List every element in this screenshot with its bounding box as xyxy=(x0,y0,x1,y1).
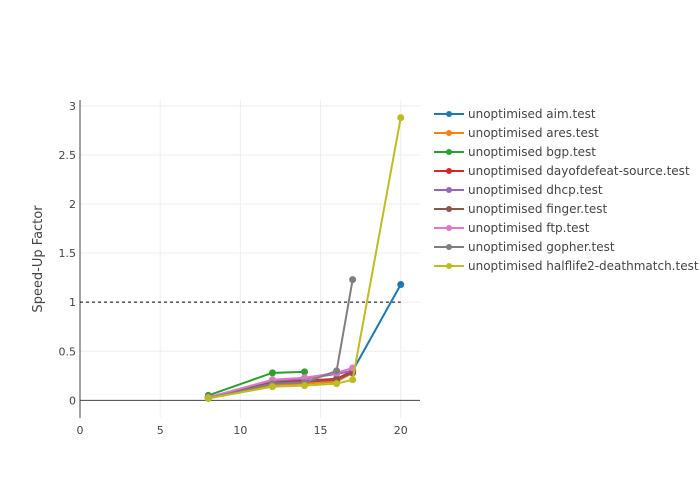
data-point[interactable] xyxy=(333,380,341,388)
legend-label: unoptimised aim.test xyxy=(468,107,596,121)
legend-label: unoptimised finger.test xyxy=(468,202,607,216)
data-point[interactable] xyxy=(268,369,276,377)
legend-item[interactable]: unoptimised aim.test xyxy=(434,107,596,121)
legend-item[interactable]: unoptimised finger.test xyxy=(434,202,607,216)
legend-item[interactable]: unoptimised ares.test xyxy=(434,126,599,140)
legend-item[interactable]: unoptimised bgp.test xyxy=(434,145,596,159)
legend-label: unoptimised dayofdefeat-source.test xyxy=(468,164,690,178)
data-point[interactable] xyxy=(204,394,212,402)
y-tick-label: 2 xyxy=(69,198,76,211)
data-point[interactable] xyxy=(333,367,341,375)
x-tick-label: 5 xyxy=(157,424,164,437)
grid xyxy=(80,100,420,418)
data-point[interactable] xyxy=(397,281,405,289)
legend-swatch-marker xyxy=(446,225,452,231)
series-line xyxy=(208,117,402,400)
x-tick-label: 20 xyxy=(394,424,408,437)
x-tick-label: 10 xyxy=(233,424,247,437)
legend-item[interactable]: unoptimised gopher.test xyxy=(434,240,615,254)
legend-swatch-marker xyxy=(446,206,452,212)
data-point[interactable] xyxy=(268,383,276,391)
legend[interactable]: unoptimised aim.test unoptimised ares.tes… xyxy=(434,107,699,273)
y-tick-label: 1 xyxy=(69,296,76,309)
y-tick-label: 0 xyxy=(69,394,76,407)
series-layer xyxy=(80,114,405,402)
legend-item[interactable]: unoptimised ftp.test xyxy=(434,221,590,235)
legend-label: unoptimised dhcp.test xyxy=(468,183,603,197)
y-tick-label: 3 xyxy=(69,100,76,113)
y-tick-label: 1.5 xyxy=(59,247,77,260)
data-point[interactable] xyxy=(301,368,309,376)
legend-swatch-marker xyxy=(446,244,452,250)
legend-label: unoptimised halflife2-deathmatch.test xyxy=(468,259,699,273)
legend-item[interactable]: unoptimised dayofdefeat-source.test xyxy=(434,164,690,178)
data-point[interactable] xyxy=(301,382,309,390)
legend-item[interactable]: unoptimised halflife2-deathmatch.test xyxy=(434,259,699,273)
data-point[interactable] xyxy=(349,376,357,384)
x-tick-label: 15 xyxy=(314,424,328,437)
legend-label: unoptimised ftp.test xyxy=(468,221,590,235)
legend-swatch-marker xyxy=(446,130,452,136)
legend-label: unoptimised ares.test xyxy=(468,126,599,140)
y-tick-label: 0.5 xyxy=(59,345,77,358)
axes: 0 5 10 15 20 0 0.5 1 1.5 2 2.5 3 xyxy=(59,100,420,437)
y-tick-label: 2.5 xyxy=(59,149,77,162)
x-tick-label: 0 xyxy=(77,424,84,437)
legend-item[interactable]: unoptimised dhcp.test xyxy=(434,183,603,197)
legend-label: unoptimised bgp.test xyxy=(468,145,596,159)
y-axis-title: Speed-Up Factor xyxy=(31,205,46,313)
series-8 xyxy=(204,114,405,402)
legend-swatch-marker xyxy=(446,111,452,117)
legend-swatch-marker xyxy=(446,263,452,269)
data-point[interactable] xyxy=(397,114,405,122)
data-point[interactable] xyxy=(349,276,357,284)
legend-swatch-marker xyxy=(446,187,452,193)
legend-swatch-marker xyxy=(446,168,452,174)
legend-label: unoptimised gopher.test xyxy=(468,240,615,254)
legend-swatch-marker xyxy=(446,149,452,155)
